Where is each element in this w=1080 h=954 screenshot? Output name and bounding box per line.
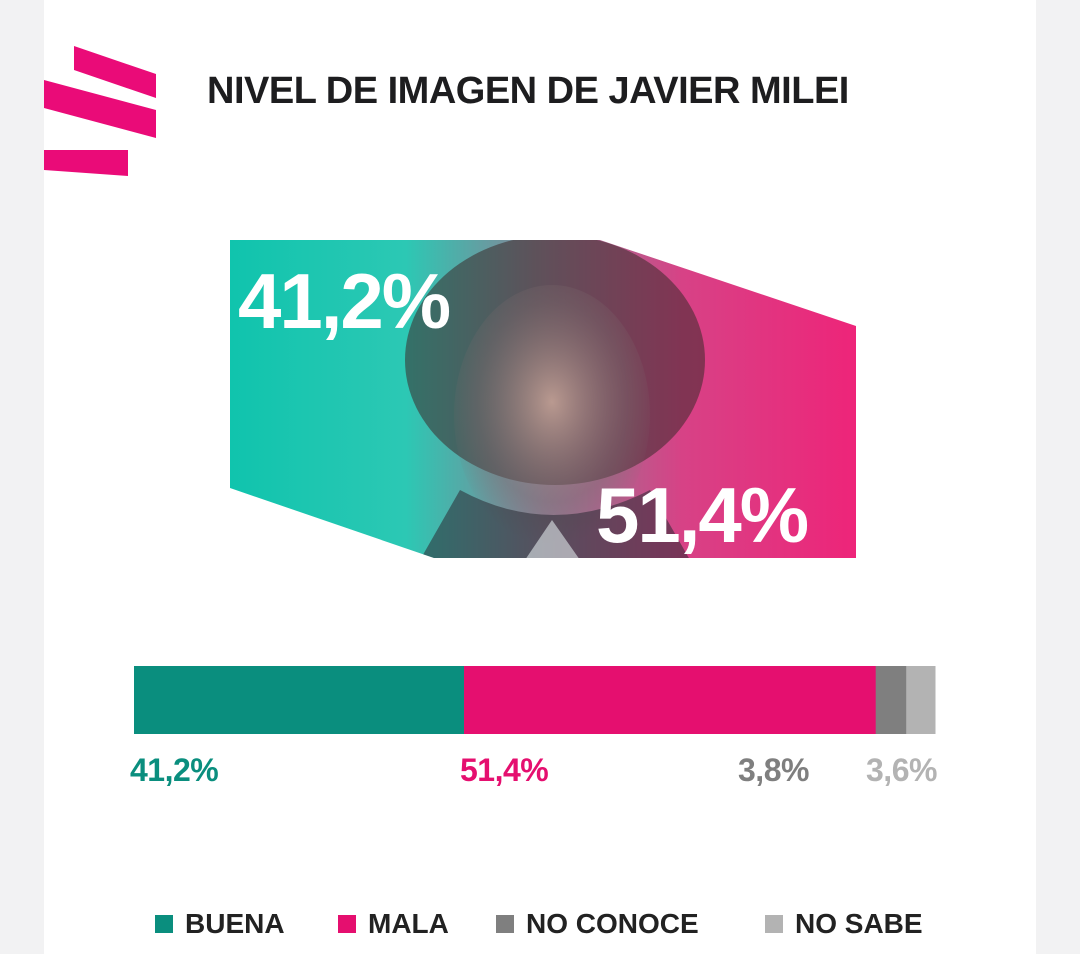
legend-label: MALA xyxy=(368,908,449,939)
bar-segment-no-sabe xyxy=(906,666,936,734)
legend-item-buena: BUENA xyxy=(155,906,285,942)
logo-stripe xyxy=(74,46,156,98)
page-title: NIVEL DE IMAGEN DE JAVIER MILEI xyxy=(207,70,849,112)
legend-label: NO CONOCE xyxy=(526,908,699,939)
bar-segment-mala xyxy=(464,666,877,734)
legend-item-no-sabe: NO SABE xyxy=(765,906,923,942)
value-label-no-sabe: 3,6% xyxy=(866,752,937,788)
logo-stripe xyxy=(44,80,156,138)
legend-label: BUENA xyxy=(185,908,285,939)
legend-swatch xyxy=(765,915,783,933)
value-label-buena: 41,2% xyxy=(130,752,219,788)
legend-item-mala: MALA xyxy=(338,906,449,942)
legend-label: NO SABE xyxy=(795,908,923,939)
bar-segment-no-conoce xyxy=(875,666,907,734)
value-label-no-conoce: 3,8% xyxy=(738,752,809,788)
hero-photo-banner xyxy=(230,240,856,558)
legend-swatch xyxy=(338,915,356,933)
brand-logo-icon xyxy=(44,46,156,176)
value-label-mala: 51,4% xyxy=(460,752,549,788)
legend-item-no-conoce: NO CONOCE xyxy=(496,906,699,942)
legend-swatch xyxy=(496,915,514,933)
hero-bad-percentage: 51,4% xyxy=(596,471,809,559)
portrait-shirt xyxy=(525,520,580,558)
portrait-face xyxy=(454,285,650,545)
legend-swatch xyxy=(155,915,173,933)
bar-segment-buena xyxy=(134,666,465,734)
hero-good-percentage: 41,2% xyxy=(238,257,451,345)
logo-stripe xyxy=(44,150,128,176)
